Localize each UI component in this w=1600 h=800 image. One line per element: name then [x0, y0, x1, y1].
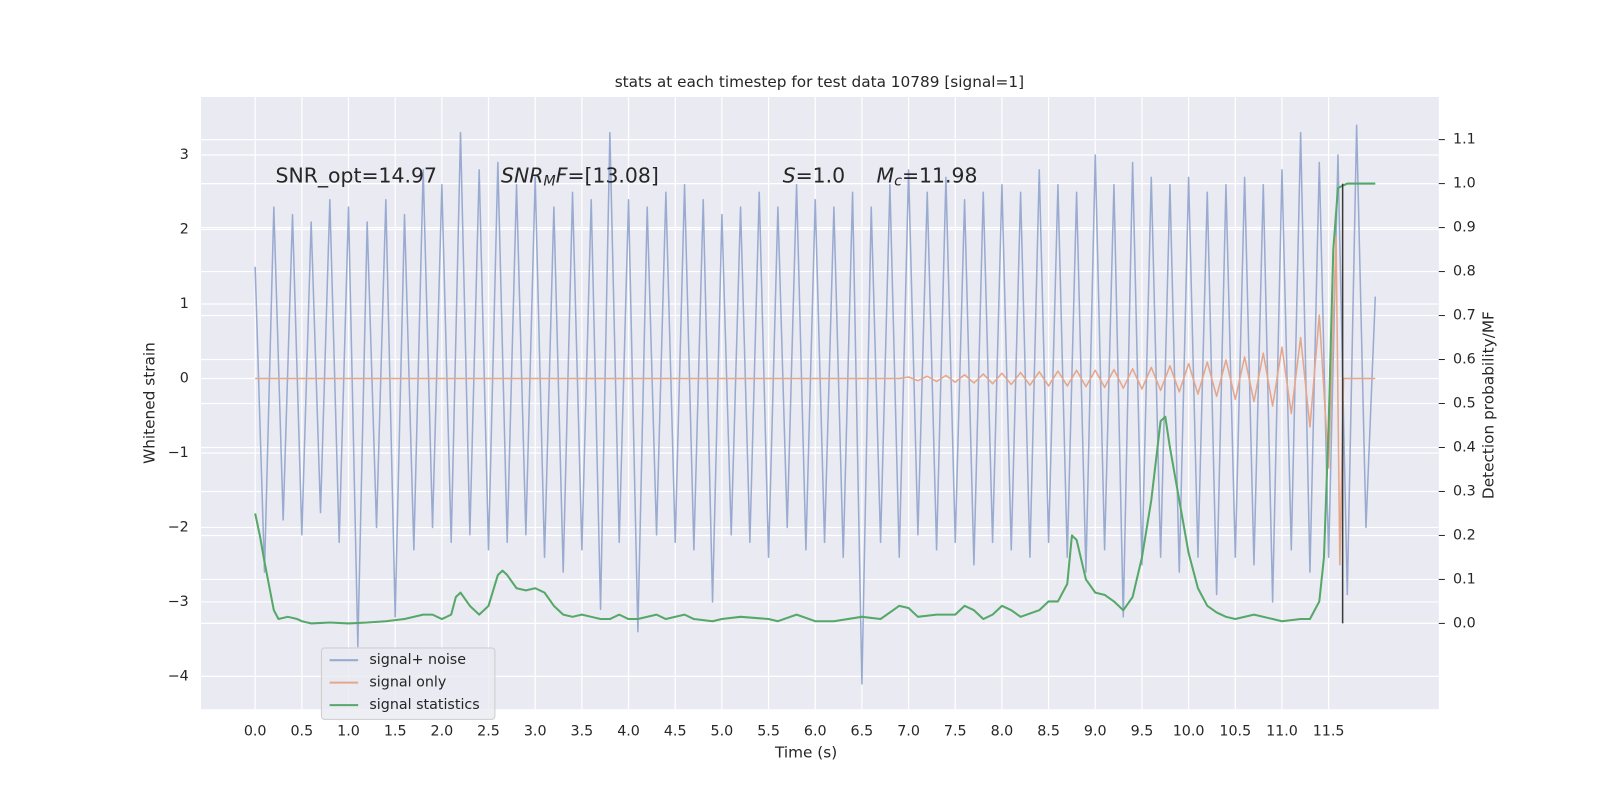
legend-label: signal+ noise — [369, 652, 466, 668]
y-tick-label: −3 — [168, 594, 189, 610]
x-tick-label: 11.0 — [1266, 724, 1298, 740]
y-tick-label: −2 — [168, 519, 189, 535]
annotation-part: SNR — [501, 164, 543, 188]
x-tick-label: 2.0 — [431, 724, 454, 740]
x-tick-label: 10.5 — [1219, 724, 1251, 740]
y2-tick-label: 1.0 — [1453, 176, 1476, 192]
y-tick-label: 1 — [180, 296, 189, 312]
annotation: S=1.0 — [783, 164, 845, 188]
x-tick-label: 4.5 — [664, 724, 687, 740]
legend-box — [320, 647, 496, 720]
y2-tick-label: 0.9 — [1453, 220, 1476, 236]
y-tick-label: 2 — [180, 222, 189, 238]
x-axis-label: Time (s) — [774, 744, 837, 762]
y2-tick-label: 0.6 — [1453, 352, 1476, 368]
x-tick-label: 1.5 — [384, 724, 407, 740]
annotation: SNR_opt=14.97 — [276, 164, 437, 189]
annotation-part: M — [543, 174, 555, 190]
annotation-part: =[13.08] — [567, 164, 658, 188]
y2-tick-label: 0.8 — [1453, 264, 1476, 280]
x-tick-label: 5.0 — [711, 724, 734, 740]
y2-tick-label: 0.2 — [1453, 527, 1476, 543]
x-tick-label: 8.0 — [991, 724, 1014, 740]
series-line — [254, 124, 1377, 685]
series-line — [255, 236, 1376, 566]
y-tick-label: 0 — [180, 370, 189, 386]
y2-tick-label: 0.7 — [1453, 308, 1476, 324]
annotation-part: =11.98 — [902, 164, 977, 188]
legend-label: signal statistics — [369, 697, 479, 713]
annotation-part: F — [556, 164, 568, 188]
y2-axis-label: Detection probability/MF — [1479, 311, 1497, 499]
legend-label: signal only — [369, 675, 446, 691]
series-line — [254, 182, 1376, 625]
y-tick-label: −1 — [168, 445, 189, 461]
x-tick-label: 2.5 — [477, 724, 500, 740]
y-tick-label: 3 — [180, 147, 189, 163]
x-tick-label: 11.5 — [1313, 724, 1345, 740]
y2-tick-label: 0.0 — [1453, 615, 1476, 631]
x-tick-label: 5.5 — [757, 724, 780, 740]
x-tick-label: 10.0 — [1173, 724, 1205, 740]
x-tick-label: 7.5 — [944, 724, 967, 740]
annotation-part: =1.0 — [796, 164, 846, 188]
y2-tick-label: 0.4 — [1453, 439, 1476, 455]
x-tick-label: 3.5 — [571, 724, 594, 740]
x-tick-label: 3.0 — [524, 724, 547, 740]
x-tick-label: 0.5 — [290, 724, 313, 740]
x-tick-label: 1.0 — [337, 724, 360, 740]
chart-title: stats at each timestep for test data 107… — [615, 73, 1024, 91]
x-tick-label: 8.5 — [1037, 724, 1060, 740]
x-tick-label: 4.0 — [617, 724, 640, 740]
x-tick-label: 7.0 — [897, 724, 920, 740]
x-tick-label: 9.0 — [1084, 724, 1107, 740]
x-tick-label: 6.0 — [804, 724, 827, 740]
annotation-part: SNR_opt=14.97 — [276, 164, 437, 189]
y2-tick-label: 0.3 — [1453, 483, 1476, 499]
annotation-part: M — [877, 164, 895, 188]
y2-tick-label: 0.5 — [1453, 396, 1476, 412]
annotation-part: S — [783, 164, 796, 188]
y-tick-label: −4 — [168, 668, 189, 684]
x-tick-label: 0.0 — [244, 724, 267, 740]
x-tick-label: 6.5 — [851, 724, 874, 740]
y2-tick-label: 1.1 — [1453, 132, 1476, 148]
y2-tick-label: 0.1 — [1453, 571, 1476, 587]
annotation-part: c — [894, 174, 902, 190]
annotation: SNRMF=[13.08] — [501, 164, 659, 190]
x-tick-label: 9.5 — [1131, 724, 1154, 740]
annotation: Mc=11.98 — [877, 164, 978, 190]
y-axis-label: Whitened strain — [141, 342, 159, 464]
